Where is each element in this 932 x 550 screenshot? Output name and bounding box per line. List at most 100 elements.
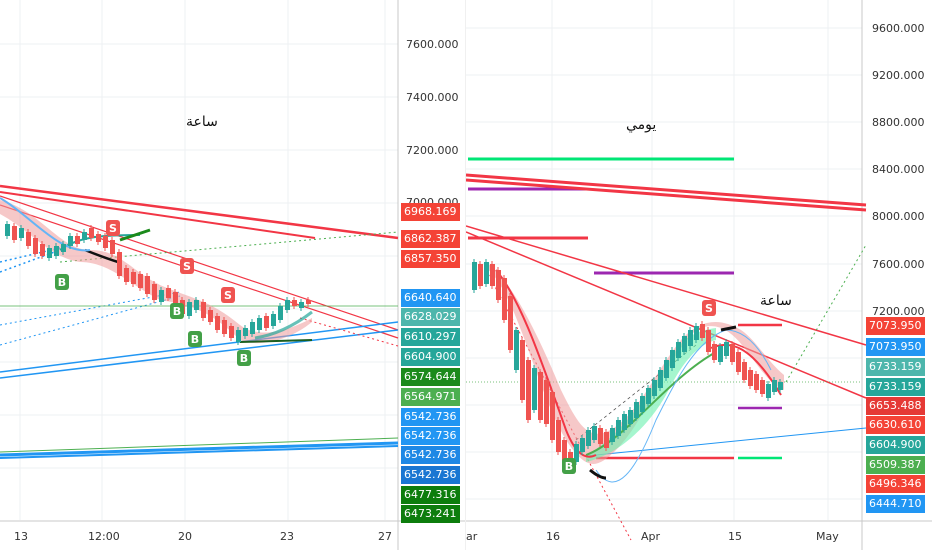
candle-body [236, 330, 241, 342]
right-green-projection [785, 244, 867, 383]
left-chart-canvas[interactable]: S S S B B B B 7600.000 7400.000 7200.000 7000.… [0, 0, 466, 550]
buy-signal-marker[interactable]: B [55, 274, 69, 290]
left-candles[interactable] [5, 221, 311, 345]
buy-signal-marker[interactable]: B [237, 350, 251, 366]
left-signal-markers[interactable]: S S S B B B B [55, 220, 251, 366]
candle-body [586, 430, 591, 446]
sell-signal-marker[interactable]: S [106, 220, 120, 236]
left-x-tick: 20 [178, 530, 192, 543]
candle-body [187, 302, 192, 316]
left-y-tick: 7600.000 [406, 38, 459, 51]
candle-body [201, 302, 206, 318]
candle-body [152, 284, 157, 300]
candle-body [754, 374, 759, 390]
price-tag: 6473.241 [401, 505, 460, 523]
candle-body [131, 272, 136, 284]
sell-signal-marker[interactable]: S [702, 300, 716, 316]
candle-body [628, 410, 633, 424]
left-ma-dark [239, 339, 313, 343]
right-red-trendlines[interactable] [466, 173, 867, 399]
left-grid [0, 0, 398, 520]
right-signal-markers[interactable]: SB [562, 300, 716, 474]
price-tag: 6477.316 [401, 486, 460, 504]
candle-body [103, 236, 108, 248]
candle-body [271, 314, 276, 326]
candle-body [496, 270, 501, 300]
buy-signal-marker[interactable]: B [562, 458, 576, 474]
candle-body [285, 300, 290, 310]
candle-body [278, 306, 283, 320]
sell-signal-marker[interactable]: S [221, 287, 235, 303]
left-ma-blue [0, 197, 91, 252]
right-chart-title: يومي [626, 117, 657, 133]
left-red-trendlines[interactable] [0, 184, 399, 339]
left-x-tick: 12:00 [88, 530, 120, 543]
right-chart-canvas[interactable]: SB 9600.000 9200.000 8800.000 8400.000 8… [466, 0, 932, 550]
left-y-tick: 7200.000 [406, 144, 459, 157]
right-y-axis-labels: 9600.000 9200.000 8800.000 8400.000 8000… [872, 22, 925, 318]
price-tag: 6630.610 [866, 416, 925, 434]
price-tag: 6653.488 [866, 397, 925, 415]
candle-body [748, 370, 753, 386]
signal-marker-bg [188, 331, 202, 347]
signal-marker-label: S [183, 260, 191, 273]
signal-marker-label: B [173, 305, 181, 318]
price-tag: 6509.387 [866, 456, 925, 474]
left-chart-panel[interactable]: S S S B B B B 7600.000 7400.000 7200.000 7000.… [0, 0, 466, 550]
right-y-tick: 8400.000 [872, 163, 925, 176]
candle-body [264, 316, 269, 328]
left-blue-trendlines[interactable] [0, 321, 399, 459]
signal-marker-bg [221, 287, 235, 303]
candle-body [82, 232, 87, 240]
left-ma-black [84, 248, 119, 264]
left-ma-green [119, 228, 151, 242]
candle-body [610, 428, 615, 442]
candle-body [526, 360, 531, 420]
price-tag: 6574.644 [401, 368, 460, 386]
signal-marker-bg [237, 350, 251, 366]
candle-body [26, 232, 31, 246]
candle-body [215, 316, 220, 330]
price-tag: 6542.736 [401, 427, 460, 445]
right-x-tick: 16 [546, 530, 560, 543]
candle-body [538, 372, 543, 420]
price-tag: 6542.736 [401, 466, 460, 484]
candle-body [472, 262, 477, 290]
right-grid [466, 0, 862, 520]
candle-body [124, 268, 129, 282]
price-tag: 6444.710 [866, 495, 925, 513]
price-tag: 6640.640 [401, 289, 460, 307]
candle-body [166, 288, 171, 298]
candle-body [5, 224, 10, 236]
buy-signal-marker[interactable]: B [188, 331, 202, 347]
candle-body [306, 300, 311, 304]
buy-signal-marker[interactable]: B [170, 303, 184, 319]
price-tag: 6496.346 [866, 475, 925, 493]
candle-body [700, 324, 705, 338]
candle-body [145, 276, 150, 294]
candle-body [706, 330, 711, 352]
candle-body [670, 350, 675, 368]
candle-body [658, 370, 663, 388]
sell-signal-marker[interactable]: S [180, 258, 194, 274]
signal-marker-bg [106, 220, 120, 236]
candle-body [19, 228, 24, 238]
price-tag: 6733.159 [866, 358, 925, 376]
candle-body [117, 252, 122, 276]
candle-body [742, 362, 747, 380]
candle-body [634, 402, 639, 418]
left-green-trendline[interactable] [0, 437, 399, 453]
candle-body [694, 326, 699, 340]
candle-body [299, 302, 304, 308]
right-blue-trendline[interactable] [585, 427, 867, 457]
right-x-tick: May [816, 530, 839, 543]
candle-body [622, 414, 627, 430]
candle-body [208, 310, 213, 322]
candle-body [508, 296, 513, 350]
candle-body [598, 428, 603, 444]
right-annotation-label: ساعة [760, 293, 792, 309]
left-x-tick: 23 [280, 530, 294, 543]
left-x-axis-labels: 13 12:00 20 23 27 [14, 530, 392, 543]
candle-body [604, 432, 609, 448]
